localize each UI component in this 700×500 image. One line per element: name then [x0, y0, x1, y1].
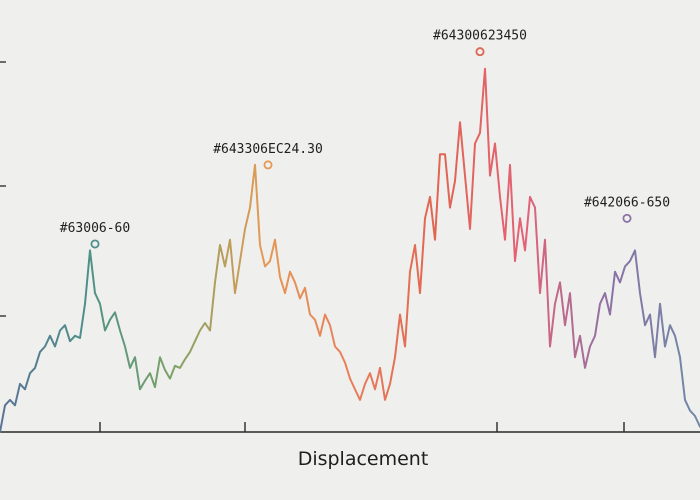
x-axis-label: Displacement — [298, 448, 429, 470]
peak-marker — [263, 160, 273, 170]
peak-marker — [90, 239, 100, 249]
series-line — [0, 67, 700, 433]
peak-label: #643306EC24.30 — [213, 142, 323, 157]
peak-marker — [622, 213, 632, 223]
x-axis-ticks — [99, 422, 625, 432]
peak-label: #63006-60 — [60, 221, 130, 236]
peak-label: #64300623450 — [433, 29, 527, 44]
peak-label: #642066-650 — [584, 195, 670, 210]
peak-marker — [475, 47, 485, 57]
peak-annotations: #63006-60 #643306EC24.30 #64300623450 #6420… — [60, 29, 670, 249]
